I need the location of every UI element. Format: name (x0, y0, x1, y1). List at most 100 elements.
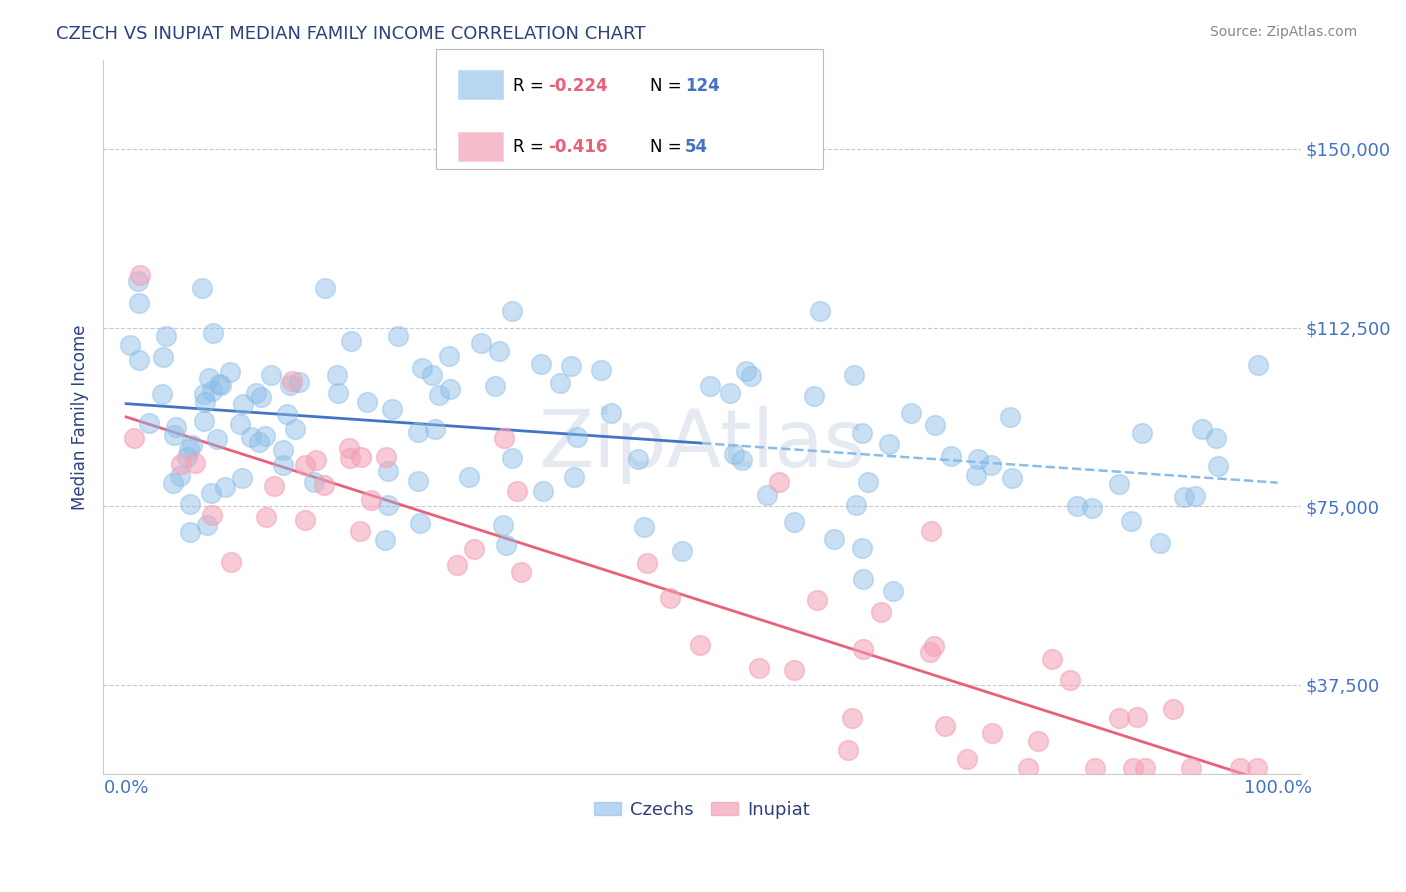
Point (427, 387, 450, 401)
Point (209, 378, 232, 392)
Point (1040, 652, 1063, 666)
Point (228, 417, 250, 432)
Point (263, 479, 285, 493)
Point (803, 388, 825, 402)
Point (281, 375, 304, 389)
Point (278, 378, 301, 392)
Point (918, 645, 941, 659)
Legend: Czechs, Inupiat: Czechs, Inupiat (586, 793, 817, 826)
Point (208, 377, 231, 392)
Point (1084, 761, 1107, 775)
Point (406, 425, 429, 439)
Point (1184, 489, 1206, 503)
Point (302, 475, 325, 490)
Point (162, 475, 184, 490)
Point (439, 382, 461, 396)
Point (1066, 499, 1088, 513)
Point (1130, 425, 1153, 440)
Point (193, 414, 215, 428)
Point (360, 492, 382, 507)
Point (423, 422, 446, 436)
Point (484, 378, 506, 392)
Point (783, 516, 806, 530)
Point (1205, 431, 1227, 445)
Point (193, 387, 215, 401)
Point (1191, 422, 1213, 436)
Point (375, 450, 398, 465)
Point (387, 329, 409, 343)
Point (869, 605, 891, 619)
Point (1180, 761, 1202, 775)
Point (294, 458, 316, 472)
Text: N =: N = (650, 77, 686, 95)
Point (1229, 761, 1251, 775)
Point (980, 726, 1002, 740)
Point (181, 438, 204, 452)
Point (1173, 490, 1195, 504)
Point (1001, 471, 1024, 485)
Point (408, 474, 430, 488)
Point (194, 395, 217, 409)
Point (356, 395, 378, 409)
Point (501, 450, 523, 465)
Point (240, 430, 263, 444)
Text: R =: R = (513, 77, 550, 95)
Point (565, 429, 588, 443)
Point (128, 268, 150, 282)
Point (599, 406, 621, 420)
Point (339, 450, 361, 465)
Point (492, 517, 515, 532)
Point (271, 458, 294, 472)
Point (495, 538, 517, 552)
Point (562, 469, 585, 483)
Point (381, 402, 404, 417)
Point (922, 639, 945, 653)
Point (163, 428, 186, 442)
Point (374, 533, 396, 547)
Point (851, 641, 873, 656)
Point (492, 431, 515, 445)
Point (589, 362, 612, 376)
Text: Source: ZipAtlas.com: Source: ZipAtlas.com (1209, 25, 1357, 39)
Point (845, 498, 868, 512)
Point (312, 478, 335, 492)
Text: -0.224: -0.224 (548, 77, 607, 95)
Point (250, 390, 273, 404)
Point (337, 442, 360, 456)
Y-axis label: Median Family Income: Median Family Income (72, 324, 89, 509)
Point (231, 470, 253, 484)
Point (488, 343, 510, 358)
Point (205, 432, 228, 446)
Point (155, 328, 177, 343)
Point (219, 555, 242, 569)
Point (658, 591, 681, 606)
Point (201, 508, 224, 523)
Point (882, 583, 904, 598)
Point (856, 475, 879, 489)
Point (165, 420, 187, 434)
Point (808, 304, 831, 318)
Point (245, 385, 267, 400)
Point (851, 426, 873, 441)
Point (200, 485, 222, 500)
Point (1126, 710, 1149, 724)
Point (214, 480, 236, 494)
Point (340, 334, 363, 348)
Point (350, 450, 373, 464)
Point (470, 336, 492, 351)
Point (195, 518, 218, 533)
Point (128, 296, 150, 310)
Point (844, 368, 866, 383)
Point (1161, 702, 1184, 716)
Point (377, 498, 399, 512)
Point (169, 469, 191, 483)
Point (636, 556, 658, 570)
Point (734, 364, 756, 378)
Point (284, 422, 307, 436)
Point (1108, 711, 1130, 725)
Point (1026, 733, 1049, 747)
Point (1081, 501, 1104, 516)
Point (740, 368, 762, 383)
Point (806, 593, 828, 607)
Point (837, 743, 859, 757)
